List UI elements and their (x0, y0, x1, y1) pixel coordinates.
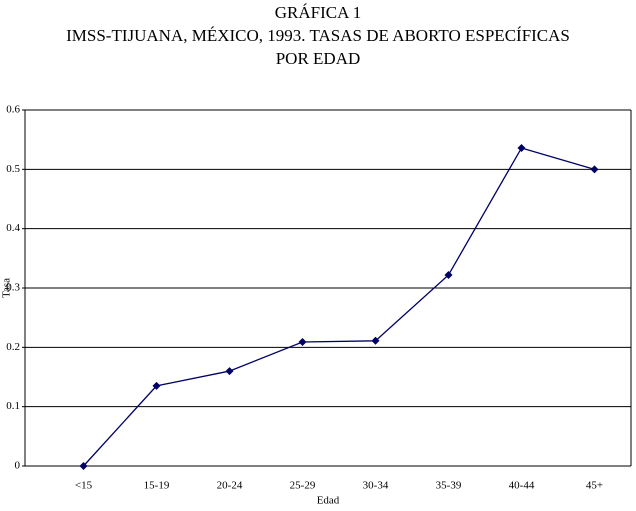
y-tick-label: 0 (15, 460, 21, 472)
x-tick-label: 30-34 (363, 480, 389, 492)
x-tick-label: 45+ (586, 480, 603, 492)
y-tick-label: 0.4 (6, 222, 20, 234)
marker (225, 367, 234, 376)
x-tick-label: 35-39 (436, 480, 462, 492)
x-tick-label: 20-24 (217, 480, 243, 492)
x-tick-label: <15 (75, 480, 93, 492)
y-axis-label: Tasa (1, 278, 13, 298)
y-tick-label: 0.2 (6, 341, 20, 353)
x-tick-label: 40-44 (509, 480, 535, 492)
marker (444, 270, 453, 279)
marker (590, 165, 599, 174)
y-tick-label: 0.1 (6, 400, 20, 412)
marker (517, 143, 526, 152)
x-tick-label: 15-19 (144, 480, 170, 492)
line (83, 147, 595, 467)
chart-title: GRÁFICA 1 (275, 3, 361, 22)
x-tick-label: 25-29 (290, 480, 316, 492)
marker (79, 462, 88, 470)
marker (371, 336, 380, 345)
marker (152, 381, 161, 390)
y-tick-label: 0.3 (6, 282, 20, 294)
x-axis-label: Edad (317, 495, 340, 507)
chart-title: IMSS-TIJUANA, MÉXICO, 1993. TASAS DE ABO… (66, 26, 570, 45)
y-tick-label: 0.5 (6, 163, 20, 175)
y-tick-label: 0.6 (6, 104, 20, 116)
chart-title: POR EDAD (276, 49, 361, 68)
marker (298, 337, 307, 346)
